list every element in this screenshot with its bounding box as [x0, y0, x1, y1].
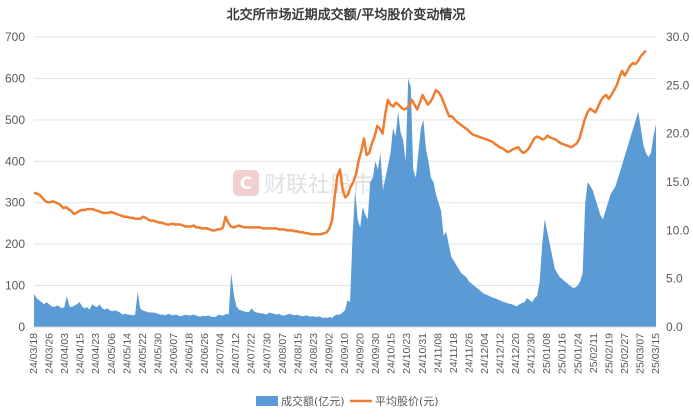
x-tick-label: 24/06/07 [168, 333, 180, 374]
chart-title: 北交所市场近期成交额/平均股价变动情况 [227, 7, 466, 23]
x-tick-label: 24/05/06 [106, 333, 118, 374]
x-tick-label: 25/02/19 [603, 333, 615, 374]
grid [34, 36, 656, 287]
x-tick-label: 24/07/30 [261, 333, 273, 374]
left-tick-label: 100 [5, 279, 25, 293]
x-tick-label: 24/12/20 [510, 333, 522, 374]
turnover-area [34, 78, 656, 328]
avg-price-line-series [33, 49, 647, 236]
left-tick-label: 200 [5, 237, 25, 251]
legend-label-turnover: 成交额(亿元) [281, 394, 345, 408]
x-tick-label: 24/12/12 [495, 333, 507, 374]
right-tick-label: 5.0 [666, 272, 683, 286]
x-tick-label: 24/06/18 [184, 333, 196, 374]
svg-text:C: C [240, 174, 252, 194]
x-tick-label: 24/10/15 [386, 333, 398, 374]
x-axis: 24/03/18 24/03/26 24/04/03 24/04/15 24/04/23… [28, 326, 662, 374]
right-tick-label: 0.0 [666, 320, 683, 334]
left-tick-label: 700 [5, 30, 25, 44]
x-tick-label: 24/11/18 [448, 333, 460, 373]
right-axis: 0.0 5.0 10.0 15.0 20.0 25.0 30.0 [666, 30, 690, 334]
x-tick-label: 24/08/23 [308, 333, 320, 374]
x-tick-label: 24/04/23 [90, 333, 102, 374]
x-tick-label: 25/01/24 [572, 333, 584, 374]
x-tick-label: 24/10/23 [401, 333, 413, 374]
left-tick-label: 0 [18, 320, 25, 334]
x-tick-label: 24/05/30 [152, 333, 164, 374]
legend: 成交额(亿元) 平均股价(元) [256, 394, 439, 408]
x-tick-label: 24/04/15 [75, 333, 87, 374]
right-tick-label: 10.0 [666, 223, 690, 237]
x-tick-label: 24/12/30 [526, 333, 538, 374]
x-tick-label: 25/02/11 [588, 333, 600, 373]
right-tick-label: 25.0 [666, 78, 690, 92]
x-tick-label: 24/05/22 [137, 333, 149, 374]
x-tick-label: 25/02/27 [619, 333, 631, 374]
x-tick-label: 24/05/14 [121, 333, 133, 374]
x-tick-label: 24/07/12 [230, 333, 242, 374]
right-tick-label: 15.0 [666, 175, 690, 189]
x-tick-label: 24/11/26 [463, 333, 475, 373]
x-tick-label: 24/09/10 [339, 333, 351, 374]
left-tick-label: 400 [5, 154, 25, 168]
right-tick-label: 30.0 [666, 30, 690, 44]
left-axis: 0 100 200 300 400 500 600 700 [5, 30, 25, 334]
x-tick-label: 25/03/07 [635, 333, 647, 374]
x-tick-label: 24/11/08 [432, 333, 444, 373]
left-tick-label: 300 [5, 196, 25, 210]
x-tick-label: 24/09/02 [323, 333, 335, 374]
x-tick-label: 24/09/20 [355, 333, 367, 374]
x-tick-label: 24/04/03 [59, 333, 71, 374]
x-tick-label: 24/12/04 [479, 333, 491, 374]
x-tick-label: 25/01/16 [557, 333, 569, 374]
x-tick-label: 24/08/07 [277, 333, 289, 374]
x-tick-label: 25/01/08 [541, 333, 553, 374]
left-tick-label: 600 [5, 71, 25, 85]
x-tick-label: 24/10/31 [417, 333, 429, 374]
right-tick-label: 20.0 [666, 127, 690, 141]
x-tick-label: 24/06/26 [199, 333, 211, 374]
legend-label-price: 平均股价(元) [375, 395, 439, 408]
x-tick-label: 24/07/04 [215, 333, 227, 374]
left-tick-label: 500 [5, 113, 25, 127]
x-tick-label: 24/07/22 [246, 333, 258, 374]
x-tick-label: 25/03/15 [650, 333, 662, 374]
avg-price-line [33, 49, 647, 236]
watermark-logo-icon [233, 170, 259, 196]
x-tick-label: 24/09/30 [370, 333, 382, 374]
x-tick-label: 24/03/18 [28, 333, 40, 374]
turnover-area-series [34, 78, 656, 328]
legend-swatch-turnover [256, 396, 278, 406]
x-tick-label: 24/03/26 [44, 333, 56, 374]
x-tick-label: 24/08/15 [292, 333, 304, 374]
